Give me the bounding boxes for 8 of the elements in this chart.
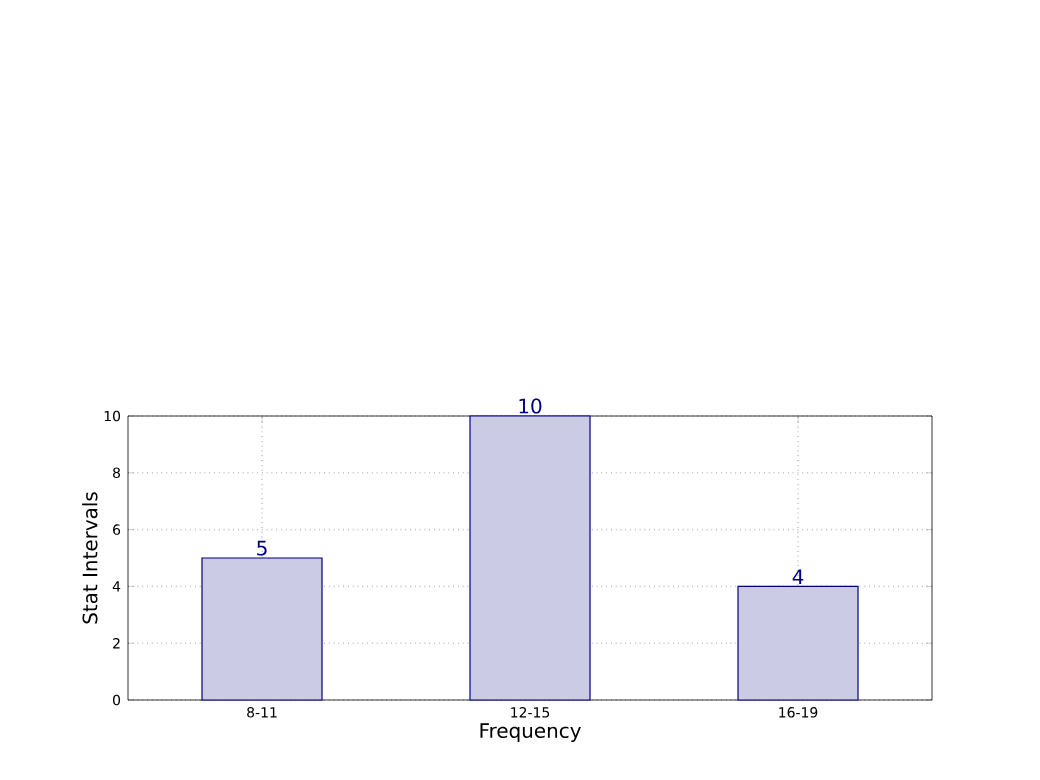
bar (737, 585, 859, 701)
x-axis-title: Frequency (480, 723, 581, 742)
y-axis-title: Stat Intervals (82, 492, 98, 624)
data-label: 5 (257, 540, 267, 556)
bar (201, 557, 323, 701)
data-label: 4 (792, 569, 804, 585)
bar (469, 415, 591, 701)
data-label: 10 (519, 398, 542, 414)
